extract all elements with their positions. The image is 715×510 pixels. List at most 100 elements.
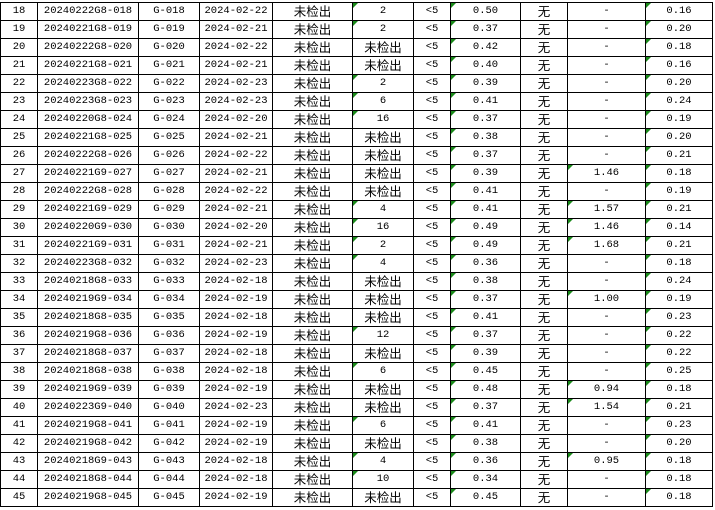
cell-result-e[interactable]: 无 <box>520 110 568 129</box>
cell-row-number[interactable]: 29 <box>0 200 38 219</box>
cell-result-g[interactable]: 0.21 <box>645 236 713 255</box>
cell-result-c[interactable]: <5 <box>413 272 451 291</box>
cell-result-e[interactable]: 无 <box>520 416 568 435</box>
cell-row-number[interactable]: 36 <box>0 326 38 345</box>
cell-row-number[interactable]: 19 <box>0 20 38 39</box>
cell-result-d[interactable]: 0.41 <box>450 92 521 111</box>
cell-result-e[interactable]: 无 <box>520 56 568 75</box>
cell-result-a[interactable]: 未检出 <box>272 326 353 345</box>
cell-result-f[interactable]: - <box>567 488 646 507</box>
cell-row-number[interactable]: 35 <box>0 308 38 327</box>
cell-row-number[interactable]: 43 <box>0 452 38 471</box>
cell-sample-id[interactable]: 20240223G8-032 <box>37 254 139 273</box>
cell-sample-id[interactable]: 20240222G8-028 <box>37 182 139 201</box>
cell-result-b[interactable]: 未检出 <box>352 56 414 75</box>
cell-result-d[interactable]: 0.41 <box>450 200 521 219</box>
cell-date[interactable]: 2024-02-22 <box>199 182 273 201</box>
cell-row-number[interactable]: 18 <box>0 2 38 21</box>
cell-sample-code[interactable]: G-031 <box>138 236 200 255</box>
cell-date[interactable]: 2024-02-18 <box>199 308 273 327</box>
cell-result-b[interactable]: 未检出 <box>352 488 414 507</box>
cell-result-a[interactable]: 未检出 <box>272 200 353 219</box>
cell-date[interactable]: 2024-02-19 <box>199 434 273 453</box>
cell-result-f[interactable]: 0.95 <box>567 452 646 471</box>
cell-sample-code[interactable]: G-045 <box>138 488 200 507</box>
cell-result-b[interactable]: 2 <box>352 20 414 39</box>
cell-result-b[interactable]: 10 <box>352 470 414 489</box>
cell-date[interactable]: 2024-02-20 <box>199 218 273 237</box>
cell-result-d[interactable]: 0.49 <box>450 218 521 237</box>
cell-result-f[interactable]: - <box>567 434 646 453</box>
cell-result-e[interactable]: 无 <box>520 38 568 57</box>
cell-result-a[interactable]: 未检出 <box>272 236 353 255</box>
cell-result-g[interactable]: 0.21 <box>645 200 713 219</box>
cell-result-f[interactable]: - <box>567 254 646 273</box>
cell-result-c[interactable]: <5 <box>413 164 451 183</box>
cell-result-b[interactable]: 4 <box>352 200 414 219</box>
cell-sample-code[interactable]: G-018 <box>138 2 200 21</box>
cell-result-e[interactable]: 无 <box>520 20 568 39</box>
cell-result-d[interactable]: 0.38 <box>450 434 521 453</box>
cell-row-number[interactable]: 34 <box>0 290 38 309</box>
cell-result-f[interactable]: - <box>567 128 646 147</box>
cell-result-g[interactable]: 0.16 <box>645 2 713 21</box>
cell-result-c[interactable]: <5 <box>413 290 451 309</box>
cell-sample-id[interactable]: 20240221G8-021 <box>37 56 139 75</box>
cell-result-a[interactable]: 未检出 <box>272 470 353 489</box>
cell-result-e[interactable]: 无 <box>520 236 568 255</box>
cell-row-number[interactable]: 40 <box>0 398 38 417</box>
cell-result-b[interactable]: 2 <box>352 74 414 93</box>
cell-date[interactable]: 2024-02-22 <box>199 38 273 57</box>
cell-sample-id[interactable]: 20240218G8-033 <box>37 272 139 291</box>
cell-result-e[interactable]: 无 <box>520 434 568 453</box>
cell-result-g[interactable]: 0.20 <box>645 20 713 39</box>
cell-result-c[interactable]: <5 <box>413 434 451 453</box>
cell-sample-code[interactable]: G-023 <box>138 92 200 111</box>
cell-result-a[interactable]: 未检出 <box>272 272 353 291</box>
cell-result-a[interactable]: 未检出 <box>272 308 353 327</box>
cell-result-e[interactable]: 无 <box>520 146 568 165</box>
cell-row-number[interactable]: 42 <box>0 434 38 453</box>
cell-result-c[interactable]: <5 <box>413 398 451 417</box>
cell-row-number[interactable]: 33 <box>0 272 38 291</box>
cell-result-c[interactable]: <5 <box>413 236 451 255</box>
cell-date[interactable]: 2024-02-21 <box>199 236 273 255</box>
cell-result-f[interactable]: 1.57 <box>567 200 646 219</box>
cell-sample-id[interactable]: 20240222G8-020 <box>37 38 139 57</box>
cell-result-f[interactable]: - <box>567 146 646 165</box>
cell-result-g[interactable]: 0.18 <box>645 452 713 471</box>
cell-result-e[interactable]: 无 <box>520 74 568 93</box>
cell-result-b[interactable]: 未检出 <box>352 128 414 147</box>
cell-result-g[interactable]: 0.16 <box>645 56 713 75</box>
cell-result-a[interactable]: 未检出 <box>272 128 353 147</box>
cell-result-e[interactable]: 无 <box>520 164 568 183</box>
cell-result-c[interactable]: <5 <box>413 2 451 21</box>
cell-result-a[interactable]: 未检出 <box>272 92 353 111</box>
cell-row-number[interactable]: 20 <box>0 38 38 57</box>
cell-sample-code[interactable]: G-040 <box>138 398 200 417</box>
cell-result-b[interactable]: 未检出 <box>352 272 414 291</box>
cell-result-a[interactable]: 未检出 <box>272 416 353 435</box>
cell-result-e[interactable]: 无 <box>520 200 568 219</box>
cell-sample-id[interactable]: 20240223G9-040 <box>37 398 139 417</box>
cell-result-g[interactable]: 0.19 <box>645 110 713 129</box>
cell-date[interactable]: 2024-02-21 <box>199 128 273 147</box>
cell-result-f[interactable]: - <box>567 362 646 381</box>
cell-result-g[interactable]: 0.24 <box>645 272 713 291</box>
cell-result-a[interactable]: 未检出 <box>272 56 353 75</box>
cell-result-e[interactable]: 无 <box>520 182 568 201</box>
cell-result-a[interactable]: 未检出 <box>272 20 353 39</box>
cell-result-e[interactable]: 无 <box>520 398 568 417</box>
cell-result-a[interactable]: 未检出 <box>272 452 353 471</box>
cell-date[interactable]: 2024-02-18 <box>199 272 273 291</box>
cell-sample-code[interactable]: G-038 <box>138 362 200 381</box>
cell-result-f[interactable]: 1.46 <box>567 218 646 237</box>
cell-result-a[interactable]: 未检出 <box>272 434 353 453</box>
cell-result-g[interactable]: 0.18 <box>645 488 713 507</box>
cell-sample-id[interactable]: 20240218G8-038 <box>37 362 139 381</box>
cell-result-g[interactable]: 0.21 <box>645 398 713 417</box>
cell-sample-code[interactable]: G-026 <box>138 146 200 165</box>
cell-result-g[interactable]: 0.19 <box>645 182 713 201</box>
cell-result-f[interactable]: - <box>567 38 646 57</box>
cell-result-a[interactable]: 未检出 <box>272 110 353 129</box>
